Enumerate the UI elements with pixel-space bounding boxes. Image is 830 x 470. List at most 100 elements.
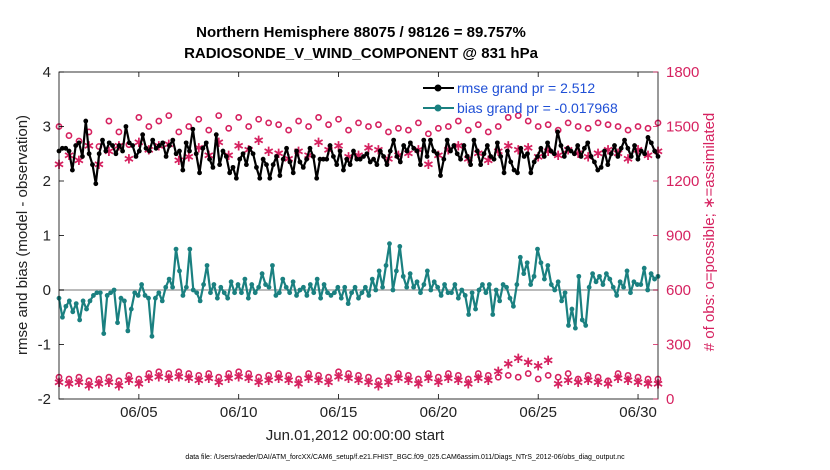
rmse-series-point (642, 151, 648, 157)
obs-possible-point (125, 371, 133, 379)
rmse-series-point (632, 143, 637, 148)
rmse-series-point (297, 159, 303, 165)
obs-possible-point (604, 377, 612, 385)
x-axis-label: Jun.01,2012 00:00:00 start (266, 427, 445, 444)
bias-series-point (366, 293, 372, 298)
bias-series-point (541, 276, 547, 282)
obs-assimilated-point: ∗ (592, 144, 605, 162)
bias-series-point (139, 282, 145, 287)
bias-series-point (280, 276, 286, 282)
obs-possible-point (105, 373, 113, 381)
bias-series-point (156, 290, 162, 296)
y-right-tick-label: 1800 (666, 64, 699, 81)
obs-assimilated-point: ∗ (362, 373, 375, 391)
rmse-series-point (578, 154, 584, 159)
bias-series-point (418, 290, 423, 296)
rmse-series-point (63, 145, 69, 151)
obs-assimilated-point: ∗ (252, 131, 265, 149)
obs-possible-point (325, 373, 332, 381)
obs-assimilated-point: ∗ (173, 367, 186, 385)
rmse-series-point (401, 143, 407, 148)
rmse-series-point (277, 173, 283, 178)
obs-possible-point (454, 117, 462, 125)
bias-series-point (362, 284, 368, 290)
bias-series-point (469, 290, 475, 296)
bias-series-point (555, 279, 561, 285)
rmse-series-point (622, 137, 627, 143)
bias-series-point (638, 282, 644, 287)
rmse-series-point (100, 137, 105, 143)
rmse-series-point (223, 154, 229, 159)
bias-series-point (60, 314, 65, 320)
rmse-series-point (187, 148, 192, 154)
obs-assimilated-point: ∗ (412, 375, 425, 393)
obs-possible-point (85, 377, 93, 385)
obs-assimilated-point: ∗ (402, 371, 415, 389)
obs-assimilated-point: ∗ (422, 155, 435, 173)
rmse-series-point (331, 154, 336, 159)
obs-assimilated-point: ∗ (622, 371, 635, 389)
obs-possible-point (574, 375, 582, 383)
obs-possible-point (594, 119, 602, 127)
obs-assimilated-point: ∗ (452, 371, 465, 389)
bias-series-point (304, 293, 310, 298)
obs-possible-point (295, 117, 302, 125)
obs-possible-point (614, 370, 622, 377)
obs-possible-point (564, 119, 572, 127)
rmse-series-point (538, 145, 544, 151)
obs-assimilated-point: ∗ (163, 369, 176, 387)
obs-assimilated-point: ∗ (83, 376, 96, 394)
obs-possible-point (185, 123, 193, 130)
obs-assimilated-point: ∗ (222, 146, 235, 164)
rmse-series-point (585, 140, 591, 146)
rmse-series-point (501, 170, 507, 176)
bias-series-point (194, 290, 200, 296)
bias-series-point (497, 298, 503, 304)
bias-series-point (390, 287, 396, 293)
rmse-series-point (167, 143, 172, 148)
bias-series-point (180, 293, 186, 298)
bias-series-point (159, 298, 165, 304)
bias-series-point (535, 246, 540, 252)
bias-series-point (263, 282, 268, 287)
bias-series-point (579, 317, 585, 323)
rmse-series-point (608, 151, 614, 157)
rmse-series-point (605, 162, 611, 168)
obs-assimilated-point: ∗ (352, 371, 365, 389)
bias-series-point (421, 282, 427, 287)
rmse-series-point (103, 148, 109, 154)
bias-series-point (462, 293, 468, 298)
rmse-series-point (320, 156, 326, 162)
rmse-series-point (66, 148, 72, 154)
rmse-series-point (374, 162, 380, 168)
bias-series-point (290, 279, 296, 285)
bias-series-point (173, 246, 179, 252)
obs-possible-point (474, 121, 482, 129)
bias-series-point (500, 282, 506, 287)
rmse-series-point (177, 148, 182, 154)
obs-possible-point (464, 375, 472, 383)
obs-assimilated-point: ∗ (432, 373, 445, 391)
obs-possible-point (165, 112, 173, 119)
rmse-series-point (397, 159, 403, 165)
rmse-series-point (193, 151, 199, 157)
rmse-series-point (217, 162, 223, 168)
rmse-series-point (488, 154, 494, 159)
rmse-series-point (90, 162, 95, 168)
obs-assimilated-point: ∗ (232, 137, 245, 155)
obs-assimilated-point: ∗ (602, 375, 615, 393)
obs-assimilated-point: ∗ (322, 373, 335, 391)
obs-possible-point (524, 117, 532, 125)
bias-series-point (459, 287, 465, 293)
bias-series-point (373, 287, 379, 293)
rmse-series-point (156, 143, 162, 148)
bias-series-point (621, 284, 626, 290)
obs-possible-point (285, 371, 293, 379)
rmse-series-point (310, 154, 316, 159)
obs-assimilated-point: ∗ (192, 371, 205, 389)
legend-rmse-label: rmse grand pr = 2.512 (457, 80, 595, 96)
bias-series-point (435, 284, 441, 290)
bias-series-point (77, 317, 83, 323)
rmse-series-point (612, 143, 617, 148)
obs-possible-point (584, 371, 592, 379)
